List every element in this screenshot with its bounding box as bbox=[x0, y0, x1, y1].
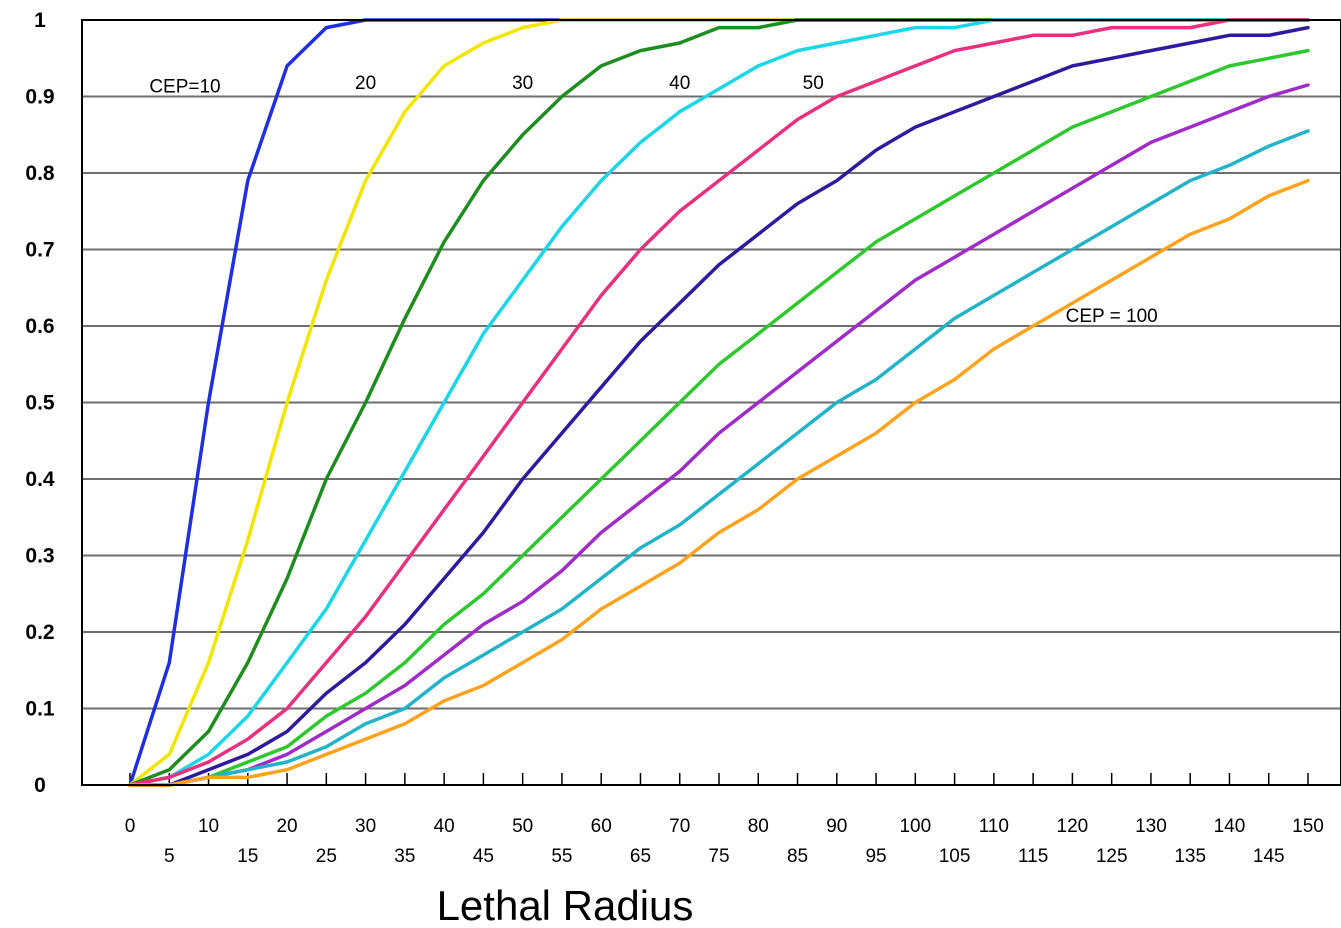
y-tick-label: 0.4 bbox=[25, 468, 55, 491]
x-tick-label: 20 bbox=[276, 816, 297, 837]
y-tick-label: 1 bbox=[34, 9, 46, 32]
x-tick-label: 40 bbox=[434, 816, 455, 837]
x-tick-label: 60 bbox=[591, 816, 612, 837]
x-tick-label: 5 bbox=[164, 846, 175, 867]
x-tick-label: 110 bbox=[979, 816, 1009, 837]
series-line-9 bbox=[128, 129, 1310, 787]
series-line-5 bbox=[128, 18, 1310, 787]
series-annotation: 50 bbox=[803, 73, 824, 94]
x-tick-label: 50 bbox=[512, 816, 533, 837]
plot-frame bbox=[81, 19, 1341, 786]
x-tick-label: 150 bbox=[1292, 816, 1324, 837]
x-tick-marks bbox=[129, 773, 1309, 785]
x-tick-label: 65 bbox=[630, 846, 651, 867]
x-axis-label: Lethal Radius bbox=[437, 882, 694, 928]
x-tick-label: 140 bbox=[1214, 816, 1246, 837]
y-tick-label: 0.5 bbox=[25, 392, 55, 415]
x-tick-label: 80 bbox=[748, 816, 769, 837]
x-tick-label: 30 bbox=[355, 816, 376, 837]
x-tick-label: 105 bbox=[939, 846, 971, 867]
y-tick-label: 0.6 bbox=[25, 315, 54, 338]
gridlines bbox=[82, 19, 1341, 786]
x-tick-label: 55 bbox=[551, 846, 572, 867]
x-tick-label: 100 bbox=[899, 816, 931, 837]
x-tick-label: 25 bbox=[316, 846, 337, 867]
annotations: CEP=10 20 30 40 50 CEP = 100 bbox=[149, 73, 1157, 327]
x-tick-label: 120 bbox=[1057, 816, 1089, 837]
y-tick-labels: 0 0.1 0.2 0.3 0.4 0.5 0.6 0.7 0.8 0.9 1 bbox=[25, 9, 55, 797]
x-tick-label: 95 bbox=[865, 846, 886, 867]
x-tick-label: 15 bbox=[237, 846, 258, 867]
series-line-10 bbox=[128, 178, 1310, 787]
series-line-7 bbox=[128, 48, 1310, 787]
y-tick-label: 0 bbox=[34, 774, 46, 797]
series-annotation: 40 bbox=[669, 73, 690, 94]
series-annotation: CEP=10 bbox=[149, 77, 220, 98]
y-tick-label: 0.1 bbox=[25, 698, 55, 721]
x-tick-label: 35 bbox=[394, 846, 415, 867]
y-tick-label: 0.9 bbox=[25, 86, 54, 109]
x-tick-label: 45 bbox=[473, 846, 494, 867]
x-tick-label: 70 bbox=[669, 816, 690, 837]
series-line-6 bbox=[128, 25, 1310, 787]
y-tick-label: 0.3 bbox=[25, 545, 54, 568]
x-tick-label: 10 bbox=[198, 816, 219, 837]
y-tick-label: 0.8 bbox=[25, 162, 55, 185]
series-annotation: 30 bbox=[512, 73, 533, 94]
series-annotation: 20 bbox=[355, 73, 376, 94]
x-tick-label: 125 bbox=[1096, 846, 1128, 867]
x-tick-label: 90 bbox=[826, 816, 847, 837]
y-tick-label: 0.2 bbox=[25, 621, 54, 644]
x-tick-label: 75 bbox=[708, 846, 729, 867]
y-tick-label: 0.7 bbox=[25, 239, 54, 262]
series-line-8 bbox=[128, 83, 1310, 787]
series-annotation: CEP = 100 bbox=[1066, 306, 1158, 327]
x-tick-label: 115 bbox=[1018, 846, 1048, 867]
x-tick-label: 145 bbox=[1253, 846, 1285, 867]
x-tick-labels: 0 10 20 30 40 50 60 70 80 90 100 110 120 130 140 150 5 15… bbox=[125, 816, 1324, 867]
x-tick-label: 130 bbox=[1135, 816, 1167, 837]
x-tick-label: 135 bbox=[1174, 846, 1206, 867]
x-tick-label: 85 bbox=[787, 846, 808, 867]
x-tick-label: 0 bbox=[125, 816, 136, 837]
